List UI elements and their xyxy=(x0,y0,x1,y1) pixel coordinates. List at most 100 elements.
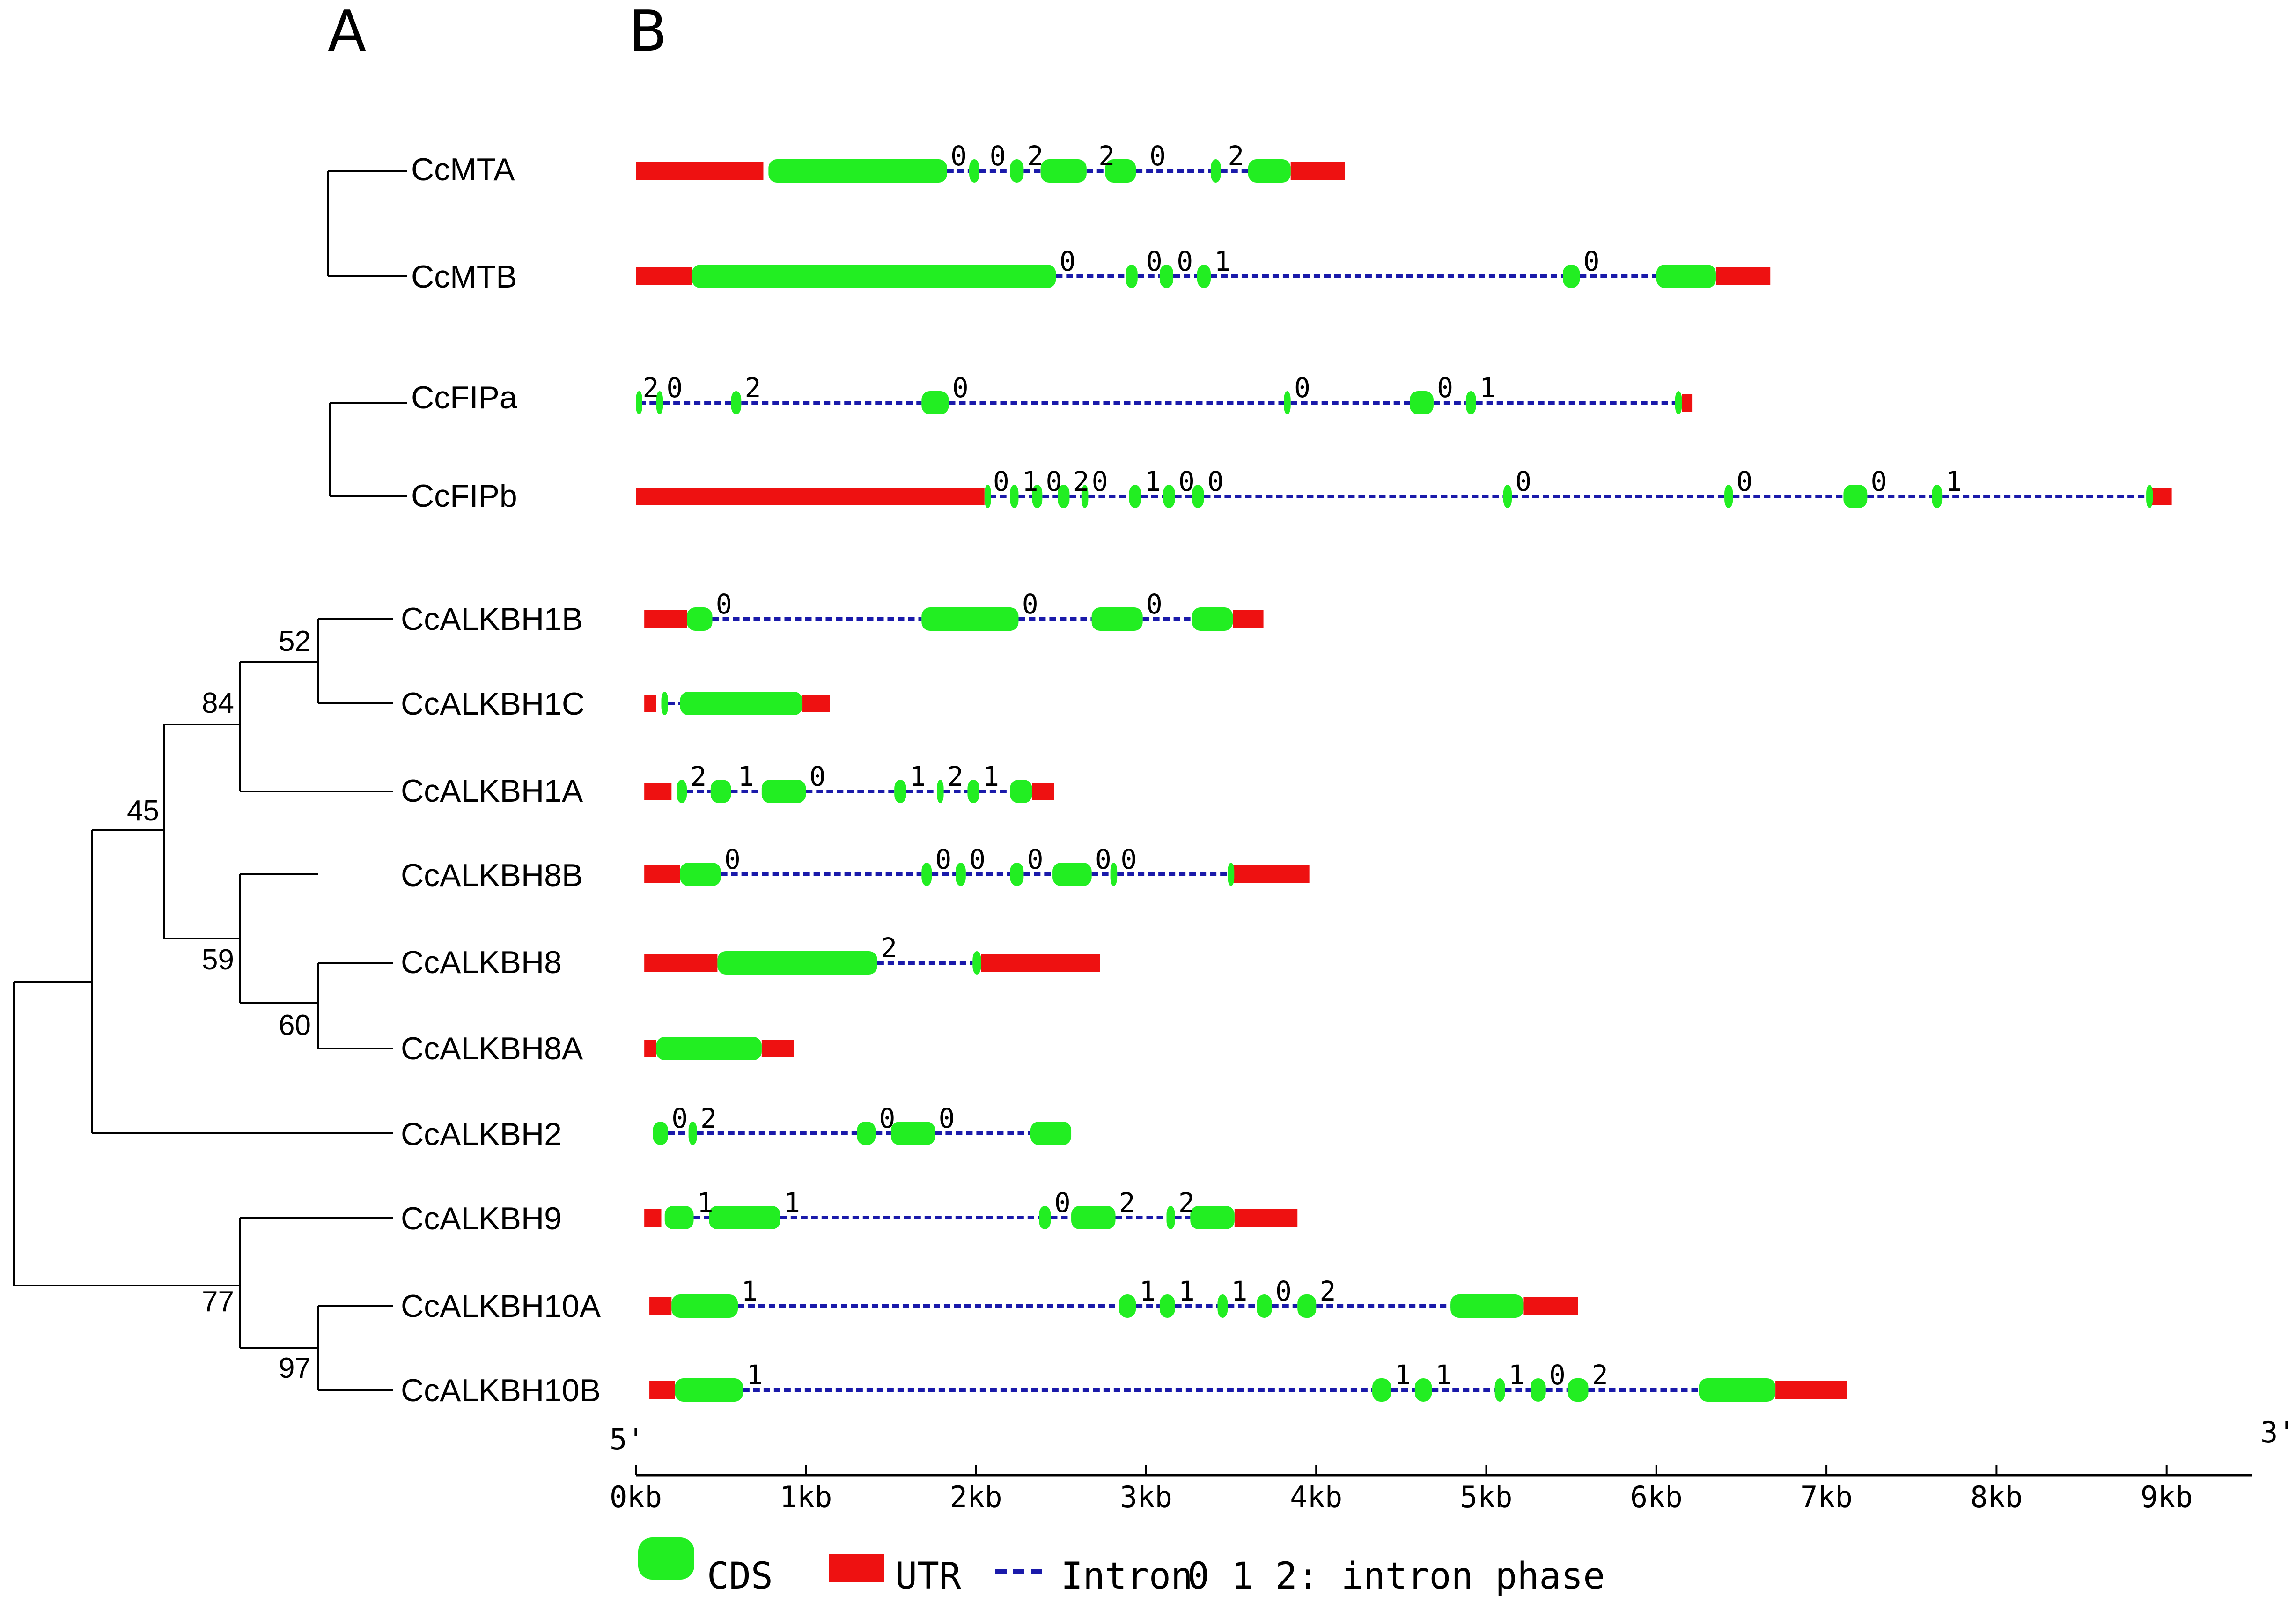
intron-phase-ccalkbh9-3: 0 xyxy=(1054,1187,1071,1219)
bootstrap-84: 84 xyxy=(202,687,234,719)
tree-branch-root xyxy=(13,981,240,1286)
cds-ccalkbh1c-1 xyxy=(661,692,669,715)
intron-phase-ccfipb-5: 0 xyxy=(1092,466,1108,497)
intron-phase-ccalkbh1b-3: 0 xyxy=(1146,588,1163,620)
tree-branch-mt xyxy=(327,170,407,277)
intron-phase-ccalkbh10a-4: 1 xyxy=(1231,1275,1248,1307)
cds-ccalkbh8-1 xyxy=(717,951,877,975)
tree-branch-n52 xyxy=(239,661,393,792)
gene-label-ccalkbh1c: CcALKBH1C xyxy=(401,686,585,722)
utr-ccmtb-2 xyxy=(1715,267,1771,285)
legend-cds-label: CDS xyxy=(707,1555,773,1597)
cds-ccfipb-9 xyxy=(1503,485,1512,508)
tree-branch-n84 xyxy=(163,724,240,939)
utr-ccalkbh8b-1 xyxy=(644,865,680,883)
panel-label-a: A xyxy=(328,0,366,64)
gene-label-ccalkbh8: CcALKBH8 xyxy=(401,945,562,980)
tree-branch-n45 xyxy=(91,829,393,1134)
tree-branch-n52-leaves xyxy=(317,618,393,704)
intron-phase-ccalkbh8b-3: 0 xyxy=(969,843,986,875)
intron-phase-ccalkbh2-3: 0 xyxy=(879,1102,896,1134)
cds-ccfipb-6 xyxy=(1129,485,1141,508)
cds-ccalkbh8a-1 xyxy=(656,1037,762,1060)
cds-ccmtb-5 xyxy=(1562,265,1580,288)
axis-tick-label-8: 8kb xyxy=(1970,1480,2023,1514)
intron-phase-ccalkbh2-4: 0 xyxy=(939,1102,955,1134)
cds-ccalkbh8b-4 xyxy=(1010,863,1024,886)
intron-phase-ccalkbh1a-3: 0 xyxy=(809,761,826,792)
cds-ccmtb-3 xyxy=(1159,265,1174,288)
cds-ccalkbh9-4 xyxy=(1071,1206,1116,1229)
legend-intron-label: Intron xyxy=(1061,1555,1193,1597)
utr-ccalkbh1b-2 xyxy=(1233,610,1264,628)
intron-phase-ccfipb-1: 0 xyxy=(993,466,1009,497)
axis-tick-label-5: 5kb xyxy=(1460,1480,1513,1514)
cds-ccalkbh1a-7 xyxy=(1010,780,1032,803)
cds-ccalkbh8b-7 xyxy=(1228,863,1235,886)
axis-tick-label-7: 7kb xyxy=(1800,1480,1853,1514)
intron-phase-ccmta-2: 0 xyxy=(990,140,1006,172)
legend-utr-label: UTR xyxy=(895,1555,961,1597)
intron-phase-ccalkbh1a-1: 2 xyxy=(690,761,706,792)
axis-tick-label-6: 6kb xyxy=(1630,1480,1683,1514)
cds-ccalkbh10b-7 xyxy=(1699,1378,1776,1402)
axis-5prime-label: 5' xyxy=(610,1422,645,1456)
intron-phase-ccalkbh1b-2: 0 xyxy=(1022,588,1038,620)
utr-ccalkbh1a-2 xyxy=(1032,783,1054,800)
intron-phase-ccalkbh10b-1: 1 xyxy=(746,1359,763,1391)
axis-tick-label-1: 1kb xyxy=(780,1480,832,1514)
gene-track-ccalkbh8: 2 xyxy=(644,932,1100,975)
cds-ccalkbh1b-2 xyxy=(921,607,1019,631)
utr-ccalkbh10a-1 xyxy=(649,1297,672,1315)
bootstrap-52: 52 xyxy=(279,625,311,658)
tree-branch-fip xyxy=(329,402,407,497)
intron-phase-ccmta-5: 0 xyxy=(1149,140,1166,172)
cds-ccfipb-10 xyxy=(1724,485,1733,508)
cds-ccalkbh1a-4 xyxy=(894,780,906,803)
cds-ccalkbh10a-4 xyxy=(1217,1294,1228,1318)
intron-phase-ccfipa-3: 2 xyxy=(745,372,761,404)
intron-phase-ccalkbh1a-5: 2 xyxy=(947,761,964,792)
cds-ccfipa-7 xyxy=(1465,391,1476,414)
gene-label-ccalkbh10a: CcALKBH10A xyxy=(401,1288,601,1324)
intron-phase-ccmtb-2: 0 xyxy=(1146,245,1163,277)
cds-ccalkbh8-2 xyxy=(972,951,981,975)
utr-ccalkbh8a-1 xyxy=(644,1040,656,1057)
cds-ccalkbh1b-3 xyxy=(1091,607,1143,631)
utr-ccalkbh1a-1 xyxy=(644,783,672,800)
intron-phase-ccalkbh10a-1: 1 xyxy=(741,1275,758,1307)
gene-structure-tracks: 0 0 2 2 0 20 0 0 1 02 0 2 0 0 0 10 1 0 2 0 1 0 0 0 0 0 10 0 02 1 0 1 2 10… xyxy=(636,140,2172,1402)
gene-label-ccfipa: CcFIPa xyxy=(411,380,517,415)
cds-ccalkbh10a-3 xyxy=(1159,1294,1175,1318)
intron-phase-ccalkbh10a-3: 1 xyxy=(1178,1275,1195,1307)
intron-phase-ccalkbh1b-1: 0 xyxy=(716,588,732,620)
cds-ccalkbh1a-2 xyxy=(710,780,731,803)
intron-phase-ccfipb-10: 0 xyxy=(1737,466,1753,497)
intron-phase-ccalkbh1a-4: 1 xyxy=(910,761,926,792)
cds-ccmta-1 xyxy=(768,159,947,183)
cds-ccfipb-13 xyxy=(2146,485,2153,508)
intron-phase-ccmta-4: 2 xyxy=(1098,140,1115,172)
intron-phase-ccmtb-4: 1 xyxy=(1214,245,1230,277)
intron-phase-ccmta-6: 2 xyxy=(1228,140,1244,172)
axis-3prime-label: 3' xyxy=(2260,1415,2296,1449)
cds-ccalkbh1c-2 xyxy=(680,692,803,715)
intron-phase-ccfipa-7: 1 xyxy=(1479,372,1496,404)
gene-label-ccalkbh9: CcALKBH9 xyxy=(401,1201,562,1236)
intron-phase-ccalkbh9-4: 2 xyxy=(1119,1187,1135,1219)
intron-phase-ccalkbh9-5: 2 xyxy=(1178,1187,1195,1219)
bootstrap-59: 59 xyxy=(202,944,234,976)
legend-utr-swatch xyxy=(829,1554,884,1582)
axis-tick-label-2: 2kb xyxy=(950,1480,1002,1514)
tree-branch-n97 xyxy=(317,1305,393,1391)
utr-ccmta-1 xyxy=(636,162,764,180)
cds-ccalkbh8b-2 xyxy=(921,863,932,886)
utr-ccalkbh8-2 xyxy=(981,954,1100,972)
cds-ccfipa-2 xyxy=(656,391,663,414)
legend: CDS UTR Intron 0 1 2: intron phase xyxy=(638,1537,1605,1597)
bootstrap-97: 97 xyxy=(279,1352,311,1384)
